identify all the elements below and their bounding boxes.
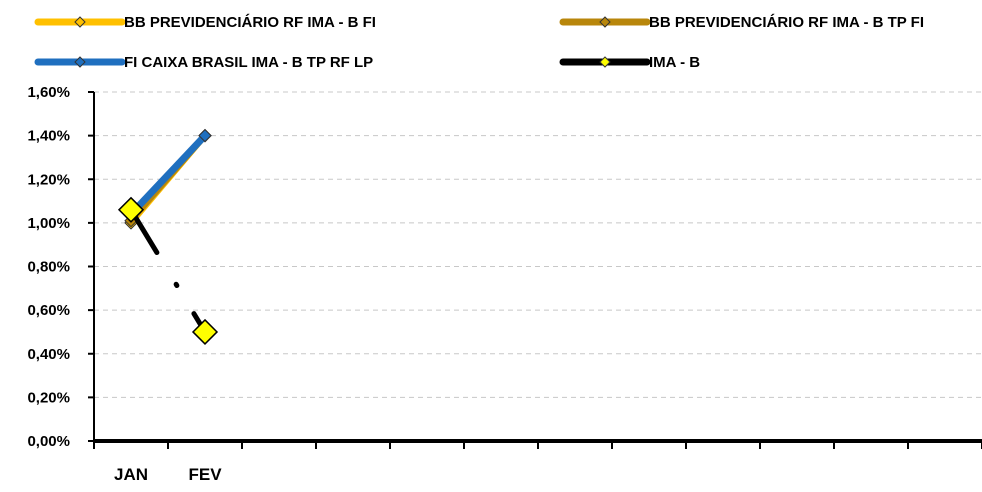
y-tick-label: 1,40%: [27, 128, 70, 145]
y-tick-label: 0,00%: [27, 433, 70, 450]
point-fi-caixa-brasil-ima-b-tp-rf-lp: [198, 128, 212, 143]
legend-label: BB PREVIDENCIÁRIO RF IMA - B FI: [124, 14, 376, 31]
legend-swatch-marker: [74, 16, 86, 28]
y-tick-label: 1,60%: [27, 84, 70, 101]
point-ima-b: [191, 318, 219, 345]
y-axis: 0,00% 0,20% 0,40% 0,60% 0,80% 1,00% 1,20% 1,40%…: [27, 84, 95, 450]
y-tick-label: 0,20%: [27, 389, 70, 406]
x-tick-label: JAN: [114, 465, 148, 484]
series-line-ima-b: [173, 281, 180, 289]
series-group: [117, 128, 219, 345]
legend-swatch-marker: [599, 16, 611, 28]
legend-swatch-marker: [599, 56, 611, 68]
legend-item-bb-previdenciario-rf-ima-b-tp-fi: BB PREVIDENCIÁRIO RF IMA - B TP FI: [559, 14, 924, 31]
series-line-fi-caixa-brasil-ima-b-tp-rf-lp: [128, 133, 208, 217]
y-tick-label: 1,20%: [27, 171, 70, 188]
legend-label: FI CAIXA BRASIL IMA - B TP RF LP: [124, 54, 373, 71]
legend-label: BB PREVIDENCIÁRIO RF IMA - B TP FI: [649, 14, 924, 31]
legend-item-ima-b: IMA - B: [559, 54, 700, 71]
x-axis: JAN FEV: [93, 439, 982, 484]
y-tick-label: 0,60%: [27, 302, 70, 319]
legend-label: IMA - B: [649, 54, 700, 71]
y-tick-label: 1,00%: [27, 215, 70, 232]
legend-swatch-marker: [74, 56, 86, 68]
legend: BB PREVIDENCIÁRIO RF IMA - B FI BB PREVID…: [34, 14, 924, 71]
point-ima-b: [117, 196, 145, 223]
y-tick-label: 0,40%: [27, 346, 70, 363]
legend-item-fi-caixa-brasil-ima-b-tp-rf-lp: FI CAIXA BRASIL IMA - B TP RF LP: [34, 54, 373, 71]
x-tick-label: FEV: [188, 465, 222, 484]
y-tick-label: 0,80%: [27, 259, 70, 276]
legend-item-bb-previdenciario-rf-ima-b-fi: BB PREVIDENCIÁRIO RF IMA - B FI: [34, 14, 376, 31]
gridlines: [94, 91, 982, 398]
